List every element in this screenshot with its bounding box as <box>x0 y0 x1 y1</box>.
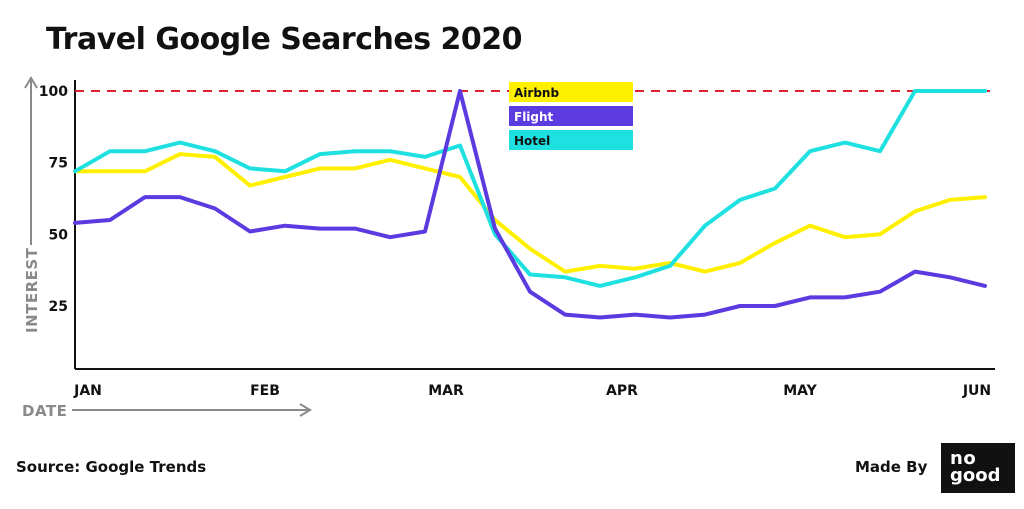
x-tick-label-jan: JAN <box>73 383 102 399</box>
source-note: Source: Google Trends <box>16 458 207 476</box>
made-by-label: Made By <box>855 458 928 476</box>
legend-label-flight: Flight <box>514 110 554 124</box>
line-chart: 25 50 75 100 JAN FEB MAR APR MAY JUN INTEREST DATE A… <box>22 76 995 420</box>
legend-swatch-airbnb <box>509 82 633 102</box>
y-tick-label-100: 100 <box>39 84 68 100</box>
legend-label-airbnb: Airbnb <box>514 86 559 100</box>
x-axis-arrow-head <box>299 403 312 417</box>
x-tick-label-may: MAY <box>783 383 817 399</box>
legend-label-hotel: Hotel <box>514 134 550 148</box>
y-tick-label-75: 75 <box>49 156 68 172</box>
x-axis-label: DATE <box>22 402 67 420</box>
series-line-airbnb <box>73 152 987 274</box>
y-tick-label-50: 50 <box>49 227 69 243</box>
logo-line-1: no <box>950 448 977 469</box>
x-tick-label-jun: JUN <box>962 383 991 399</box>
y-axis-label: INTEREST <box>23 247 41 333</box>
series-line-flight <box>73 89 987 320</box>
legend-swatch-hotel <box>509 130 633 150</box>
x-tick-label-mar: MAR <box>428 383 464 399</box>
nogood-logo: no good <box>941 443 1015 493</box>
x-tick-label-apr: APR <box>606 383 638 399</box>
series-line-hotel <box>73 89 987 288</box>
legend-swatch-flight <box>509 106 633 126</box>
logo-line-2: good <box>950 465 1001 486</box>
y-axis-arrow-head <box>24 76 38 89</box>
chart-title: Travel Google Searches 2020 <box>46 22 523 57</box>
x-tick-label-feb: FEB <box>250 383 280 399</box>
y-tick-label-25: 25 <box>49 299 68 315</box>
